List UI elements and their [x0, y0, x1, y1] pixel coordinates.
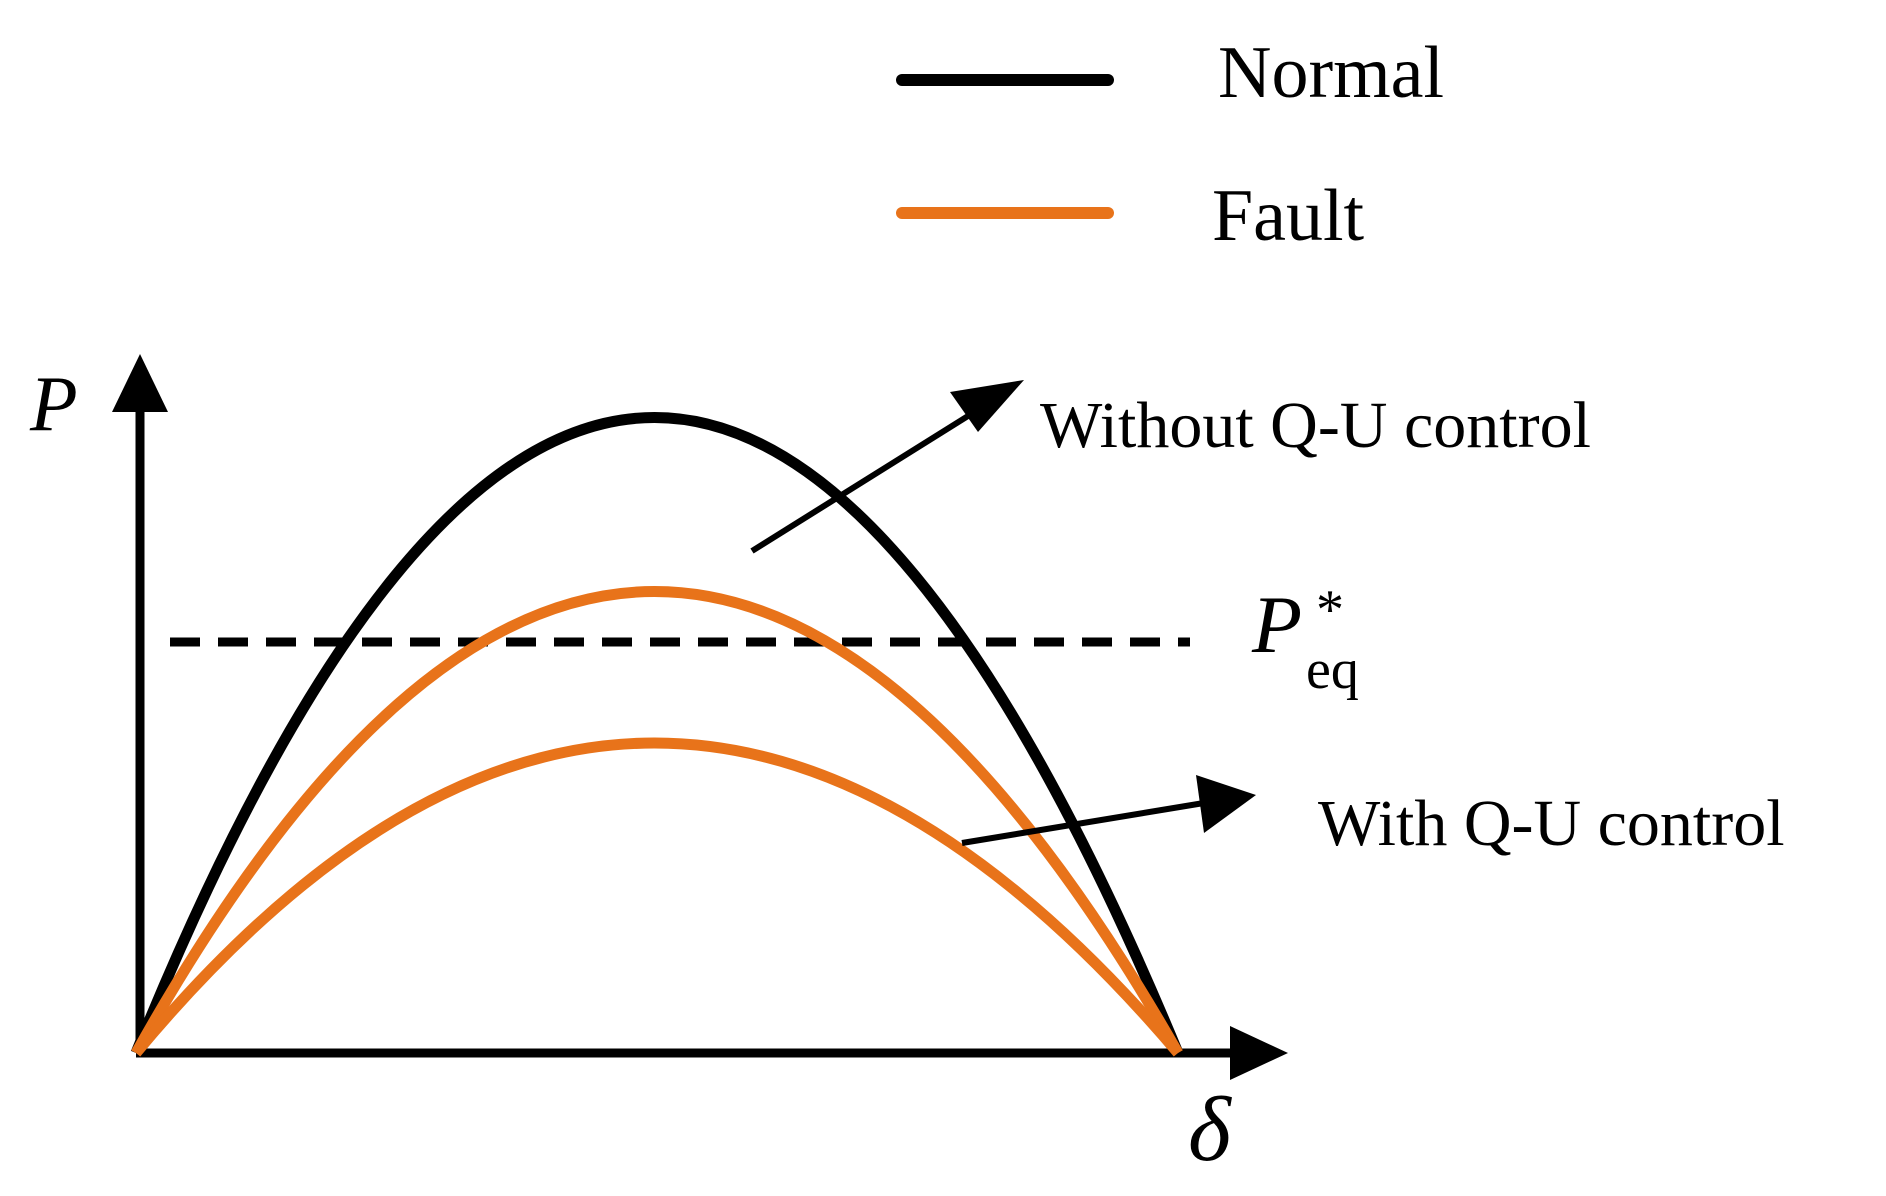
legend-fault-label: Fault — [1212, 175, 1365, 257]
annotation-arrow-without-control — [750, 393, 1002, 554]
reference-line-label: P eq * — [1251, 579, 1359, 701]
annotation-with-control: With Q-U control — [961, 775, 1785, 860]
annotation-arrow-with-control — [961, 799, 1211, 846]
annotation-label-without-control: Without Q-U control — [1040, 389, 1591, 462]
y-axis-label: P — [29, 360, 78, 447]
x-axis-label: δ — [1188, 1078, 1232, 1180]
normal-curve — [130, 412, 1184, 1056]
annotation-arrowhead-with-control-icon — [1196, 775, 1256, 833]
reference-line-label-sub: eq — [1306, 639, 1359, 701]
legend-normal-label: Normal — [1218, 32, 1444, 114]
fault-curve-with-control — [131, 737, 1183, 1057]
fault-curve-without-control — [131, 586, 1183, 1056]
annotation-label-with-control: With Q-U control — [1318, 787, 1785, 860]
y-axis-arrow-icon — [112, 354, 168, 412]
legend: Normal Fault — [896, 32, 1444, 257]
reference-line-label-sup: * — [1316, 579, 1344, 641]
annotation-arrowhead-without-control-icon — [950, 380, 1024, 432]
annotation-without-control: Without Q-U control — [750, 380, 1591, 554]
x-axis-arrow-icon — [1230, 1026, 1288, 1080]
reference-line-label-main: P — [1251, 579, 1302, 670]
axes: P δ — [29, 354, 1288, 1180]
